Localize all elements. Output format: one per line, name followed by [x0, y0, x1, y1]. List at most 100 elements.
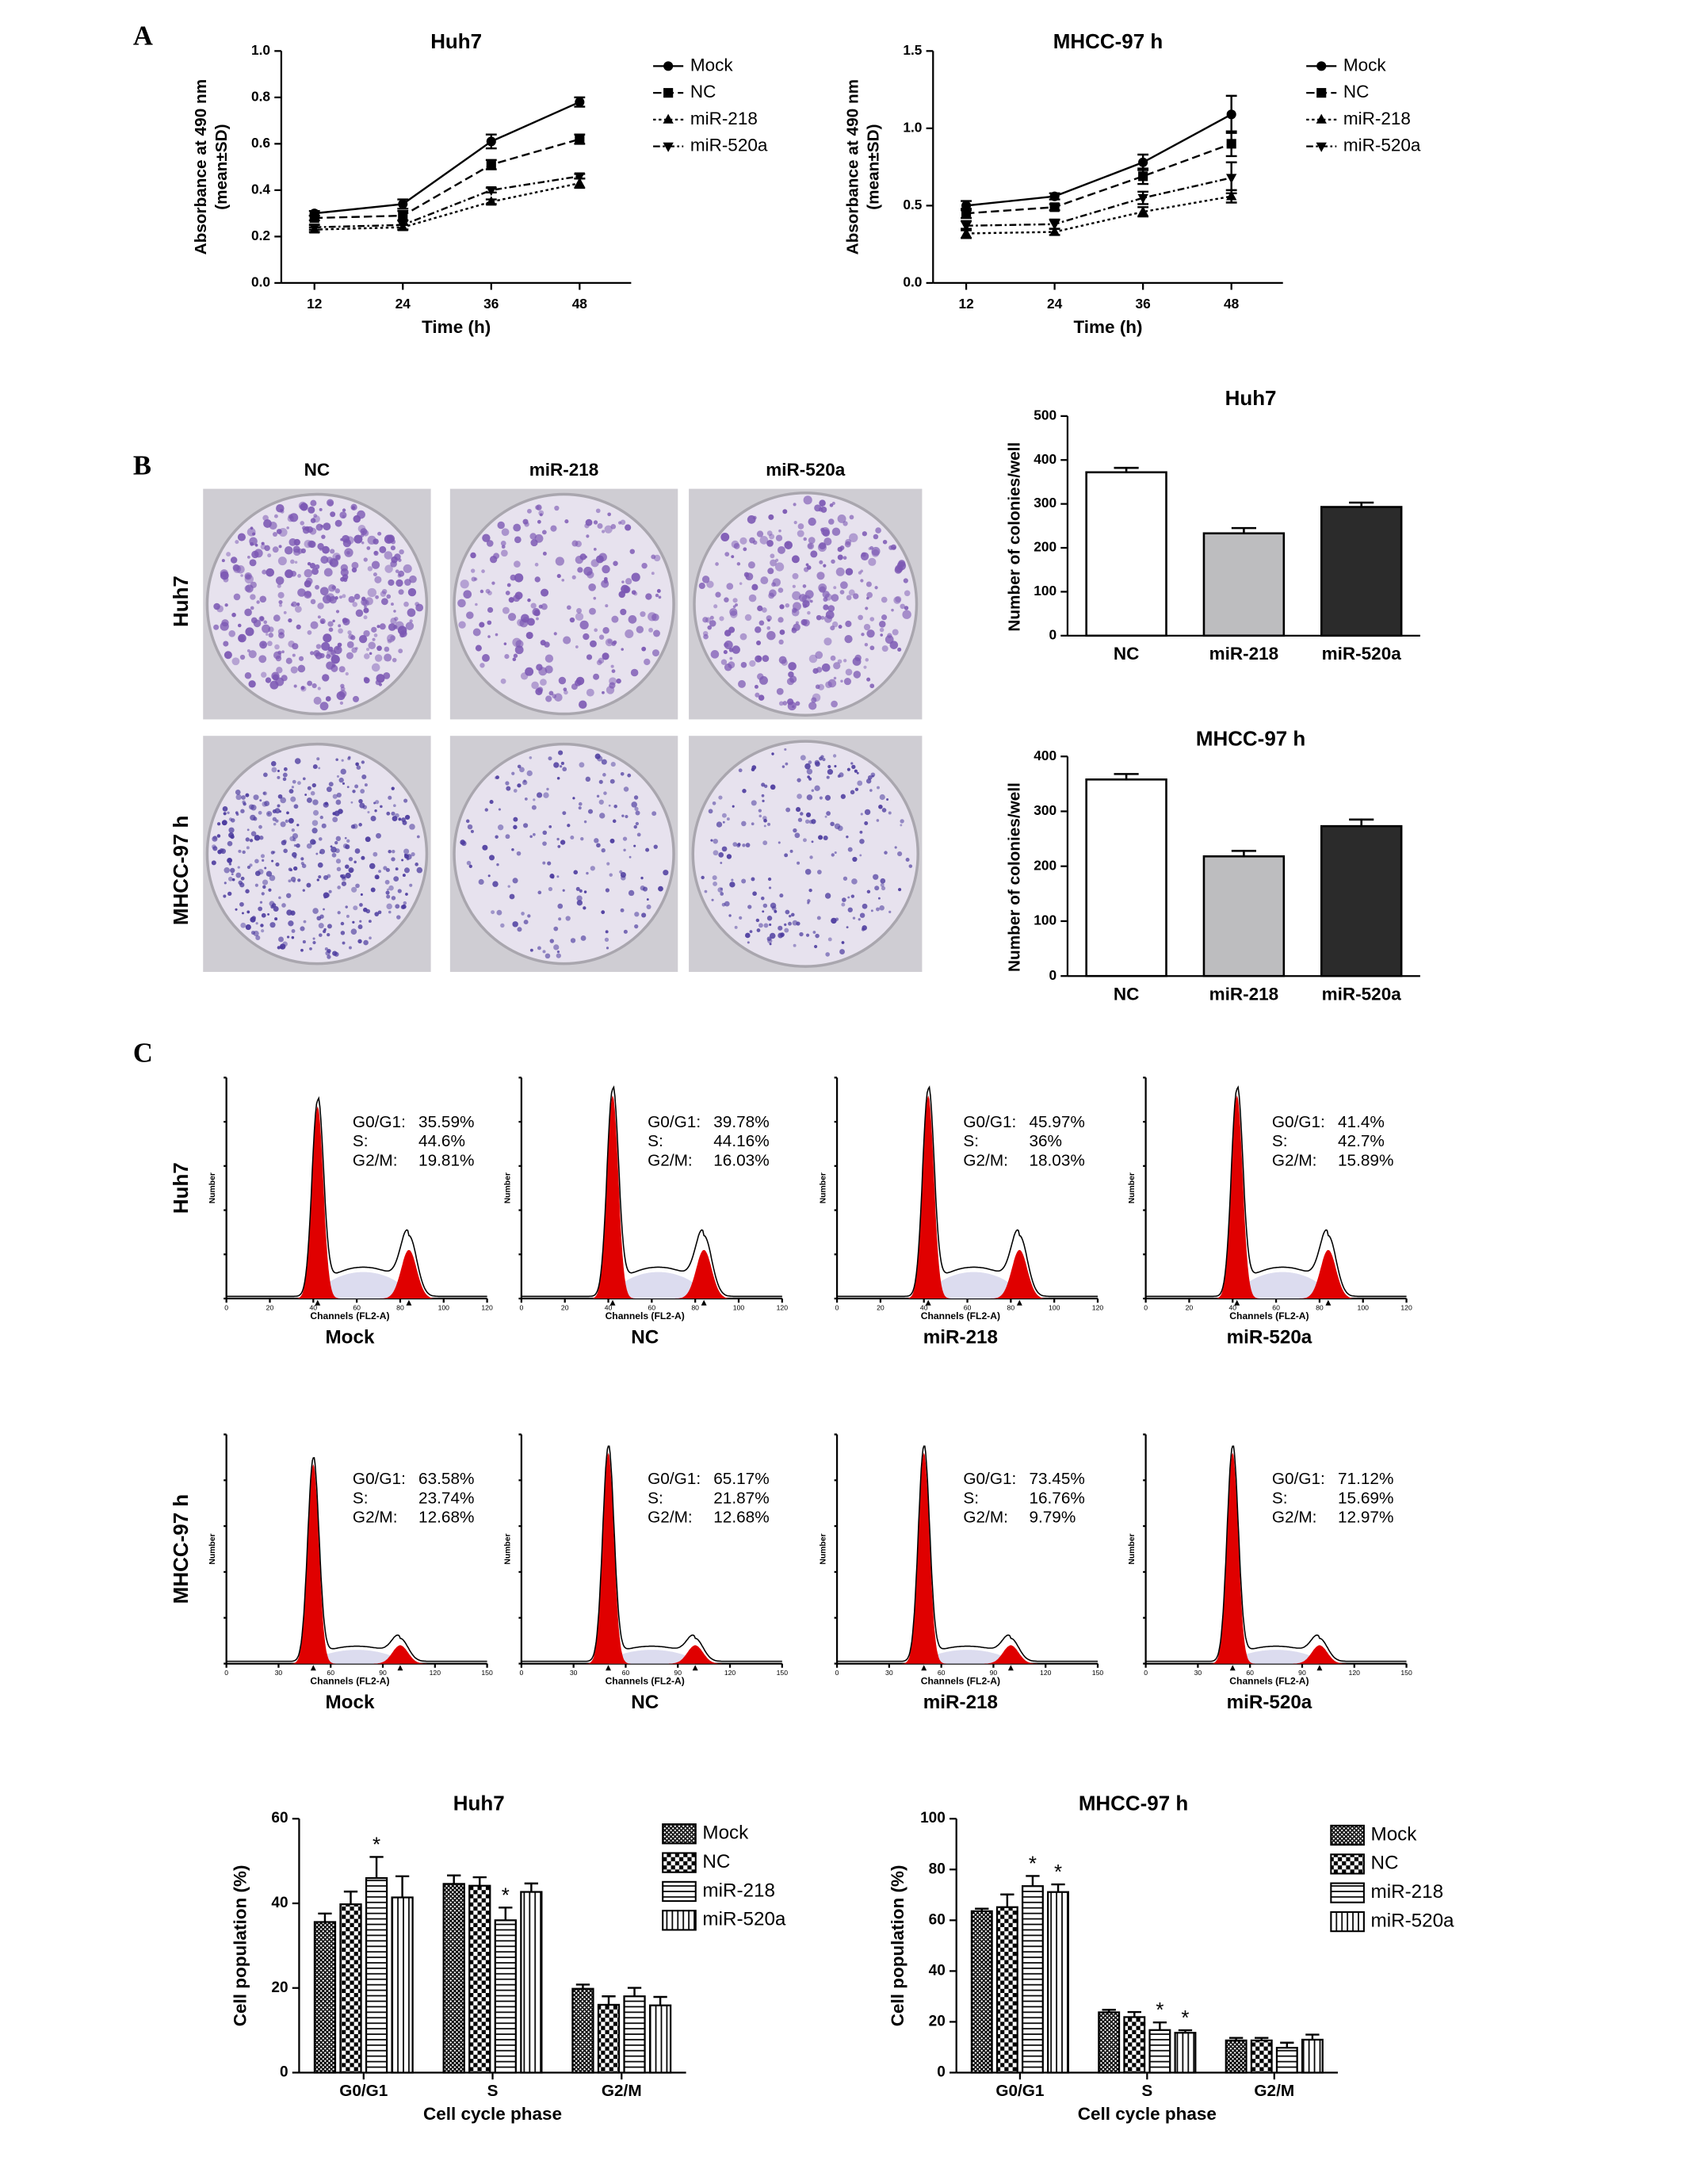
colony	[353, 695, 359, 702]
colony	[729, 656, 733, 660]
flow-x-tick-label: 60	[1272, 1303, 1280, 1311]
colony	[865, 606, 869, 610]
colony	[340, 683, 345, 688]
colony	[338, 595, 342, 599]
colony	[728, 626, 736, 633]
colony	[223, 894, 227, 898]
colony	[310, 621, 319, 629]
colony	[401, 859, 404, 862]
colony	[720, 659, 728, 665]
colony	[212, 846, 218, 851]
colony	[539, 513, 543, 517]
colony	[374, 576, 382, 583]
colony	[758, 923, 763, 928]
y-tick-label: 0.4	[251, 181, 270, 197]
y-tick-label: 300	[1034, 802, 1056, 818]
colony	[606, 686, 615, 694]
colony	[341, 881, 347, 886]
colony	[613, 560, 618, 566]
flow-s-phase	[226, 1650, 487, 1664]
colony	[310, 518, 316, 523]
colony	[273, 651, 281, 660]
colony	[842, 897, 846, 902]
colony	[297, 664, 306, 673]
colony	[782, 701, 788, 706]
y-axis-label: Number of colonies/well	[1006, 442, 1024, 632]
colony	[708, 809, 713, 814]
colony	[548, 756, 552, 761]
colony	[792, 584, 796, 588]
colony	[860, 579, 864, 583]
colony	[874, 885, 880, 891]
colony	[353, 905, 358, 911]
colony	[542, 861, 546, 865]
colony	[635, 810, 640, 816]
colony	[325, 893, 331, 897]
phase-label: S:	[963, 1489, 979, 1507]
colony	[755, 626, 762, 633]
flow-x-label: Channels (FL2-A)	[310, 1675, 389, 1686]
colony	[880, 882, 885, 887]
colony	[332, 817, 338, 823]
colony	[475, 644, 482, 652]
colony	[288, 879, 292, 883]
colony	[881, 808, 887, 813]
colony	[240, 922, 246, 928]
flow-s-phase	[1145, 1650, 1407, 1664]
colony	[347, 756, 351, 761]
colony	[761, 794, 765, 797]
colony	[246, 828, 250, 832]
colony	[703, 633, 709, 640]
colony	[227, 891, 232, 897]
y-tick-label: 0	[1049, 626, 1056, 642]
marker	[397, 220, 408, 231]
colony	[292, 779, 296, 784]
colony	[607, 512, 612, 517]
colony	[457, 599, 466, 608]
y-tick-label: 100	[1034, 912, 1056, 928]
colony	[605, 604, 609, 608]
colony	[602, 564, 610, 574]
bar	[1123, 2016, 1146, 2074]
colony	[721, 813, 727, 818]
colony	[514, 645, 524, 655]
colony	[312, 937, 315, 940]
flow-s-phase	[521, 1272, 782, 1299]
colony	[233, 564, 242, 573]
colony	[255, 922, 258, 925]
colony	[784, 923, 787, 927]
colony	[846, 835, 849, 839]
y-axis-label: (mean±SD)	[212, 124, 231, 209]
colony	[245, 889, 250, 893]
colony	[286, 811, 289, 815]
colony	[319, 933, 323, 937]
colony	[505, 591, 510, 595]
colony	[415, 863, 418, 866]
colony	[771, 905, 777, 911]
colony	[352, 602, 358, 607]
colony	[228, 630, 236, 637]
colony	[803, 495, 812, 505]
x-tick-label: 12	[958, 296, 973, 312]
peak-pointer	[1316, 1665, 1323, 1671]
flow-x-tick-label: 150	[1092, 1669, 1104, 1677]
peak-pointer	[606, 1665, 611, 1671]
colony	[283, 610, 287, 614]
colony	[529, 835, 533, 839]
colony	[848, 589, 855, 596]
colony	[391, 811, 395, 816]
colony	[820, 507, 827, 513]
colony	[327, 874, 331, 878]
colony	[820, 527, 825, 532]
colony	[797, 778, 801, 782]
colony	[805, 933, 810, 937]
colony	[262, 791, 266, 795]
colony	[307, 680, 313, 687]
colony	[350, 928, 357, 935]
colony	[350, 503, 357, 511]
colony	[315, 852, 319, 855]
y-tick-label: 0	[1049, 967, 1056, 983]
colony	[879, 905, 885, 911]
colony	[331, 852, 337, 858]
colony	[728, 914, 732, 917]
